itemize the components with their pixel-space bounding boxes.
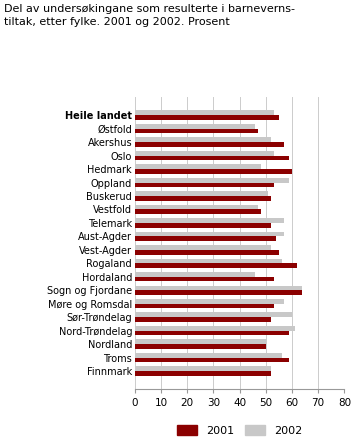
Bar xyxy=(135,371,271,376)
Bar xyxy=(135,263,297,268)
Bar xyxy=(135,191,268,196)
Legend: 2001, 2002: 2001, 2002 xyxy=(173,421,307,440)
Bar xyxy=(135,277,274,282)
Bar xyxy=(135,142,284,147)
Bar xyxy=(135,151,274,156)
Bar xyxy=(135,317,271,322)
Bar xyxy=(135,183,274,187)
Bar xyxy=(135,124,255,129)
Bar xyxy=(135,344,266,349)
Bar xyxy=(135,164,261,169)
Bar xyxy=(135,205,258,210)
Bar xyxy=(135,290,302,295)
Bar xyxy=(135,210,261,214)
Bar xyxy=(135,137,271,142)
Bar xyxy=(135,245,271,250)
Bar xyxy=(135,299,284,304)
Bar xyxy=(135,358,289,362)
Bar xyxy=(135,259,282,263)
Bar xyxy=(135,366,271,371)
Bar xyxy=(135,156,289,160)
Bar xyxy=(135,110,274,115)
Bar xyxy=(135,115,279,120)
Bar xyxy=(135,218,284,223)
Bar xyxy=(135,169,292,174)
Bar xyxy=(135,232,284,236)
Bar xyxy=(135,312,292,317)
Bar xyxy=(135,331,289,335)
Bar xyxy=(135,129,258,133)
Bar xyxy=(135,250,279,255)
Bar xyxy=(135,286,302,290)
Bar xyxy=(135,339,266,344)
Bar xyxy=(135,223,271,228)
Bar xyxy=(135,236,276,241)
Bar xyxy=(135,272,255,277)
Bar xyxy=(135,326,295,331)
Bar xyxy=(135,178,289,183)
Text: Del av undersøkingane som resulterte i barneverns-
tiltak, etter fylke. 2001 og : Del av undersøkingane som resulterte i b… xyxy=(4,4,295,27)
Bar xyxy=(135,196,271,201)
Bar xyxy=(135,353,282,358)
Bar xyxy=(135,304,274,309)
